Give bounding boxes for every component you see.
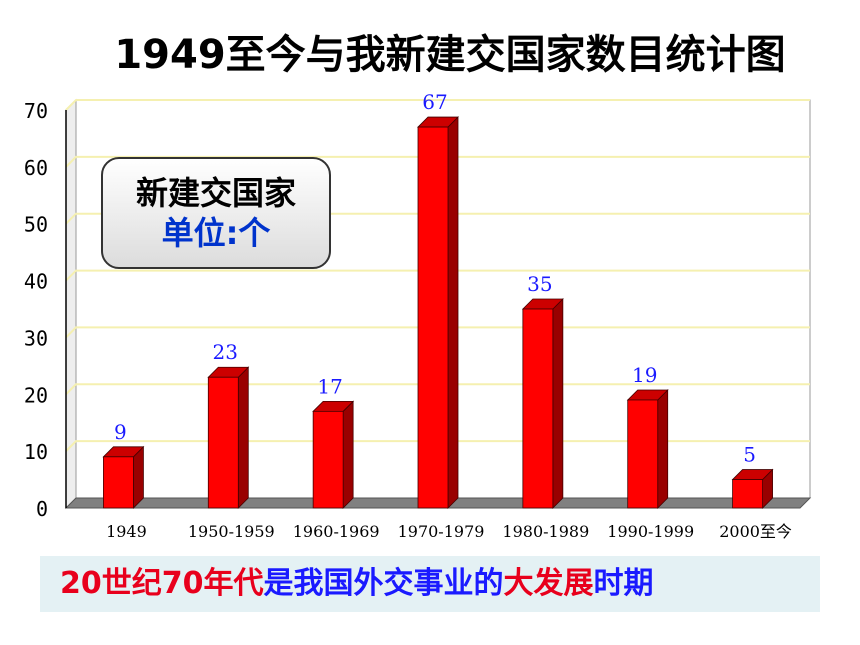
y-tick-label: 0: [36, 497, 48, 521]
bar-front: [417, 126, 449, 509]
gridline: [65, 440, 810, 452]
y-tick-label: 60: [24, 156, 48, 180]
page-title: 1949至今与我新建交国家数目统计图: [114, 32, 786, 78]
bar-side: [237, 366, 249, 509]
gridline: [65, 99, 810, 111]
x-tick-label: 1980-1989: [502, 522, 589, 541]
banner-segment-3: 大发展: [503, 566, 594, 601]
y-tick-label: 30: [24, 326, 48, 350]
bar-front: [312, 410, 344, 509]
x-tick-label: 1960-1969: [293, 522, 380, 541]
bar-front: [103, 456, 134, 509]
bar-front: [522, 308, 554, 509]
bottom-banner: 20世纪70年代是我国外交事业的大发展时期: [40, 556, 820, 612]
bar-front: [627, 399, 659, 509]
bar-front: [732, 479, 763, 509]
gridline: [65, 383, 810, 395]
gridline: [65, 269, 810, 282]
banner-segment-2: 是我国外交事业的: [263, 566, 504, 601]
x-tick-label: 1949: [106, 522, 147, 541]
bar-value-label: 67: [422, 90, 447, 114]
y-tick-label: 20: [24, 383, 48, 407]
bar: [626, 389, 669, 509]
bar-value-label: 17: [317, 374, 342, 398]
bar-value-label: 5: [743, 443, 756, 467]
legend-box: 新建交国家 单位:个: [101, 157, 331, 269]
bar: [102, 445, 145, 509]
y-tick-label: 10: [24, 440, 48, 464]
legend-unit: 单位:个: [161, 214, 271, 252]
bar-side: [342, 400, 354, 509]
bar: [207, 366, 250, 509]
gridline: [65, 155, 810, 168]
bar-value-label: 9: [114, 420, 127, 444]
x-tick-label: 1950-1959: [188, 522, 275, 541]
x-tick-label: 1970-1979: [398, 522, 485, 541]
banner-segment-4: 时期: [593, 566, 654, 601]
bar-side: [552, 298, 564, 509]
bar-value-label: 19: [632, 363, 657, 387]
y-tick-label: 70: [24, 99, 48, 123]
bar: [731, 468, 774, 509]
gridline: [65, 326, 810, 339]
banner-segment-1: 20世纪70年代: [60, 566, 264, 601]
y-tick-label: 40: [24, 270, 48, 294]
bar: [521, 298, 564, 509]
gridline: [65, 212, 810, 225]
y-tick-label: 50: [24, 213, 48, 237]
x-tick-label: 2000至今: [719, 522, 792, 541]
bar-front: [207, 376, 239, 509]
bar-side: [133, 445, 144, 509]
bar-side: [657, 389, 669, 509]
legend-title: 新建交国家: [135, 174, 296, 212]
bar-value-label: 23: [213, 340, 238, 364]
x-tick-label: 1990-1999: [607, 522, 694, 541]
bar-side: [447, 116, 459, 509]
bar-value-label: 35: [527, 272, 552, 296]
bar: [312, 400, 355, 509]
bar: [417, 116, 459, 509]
